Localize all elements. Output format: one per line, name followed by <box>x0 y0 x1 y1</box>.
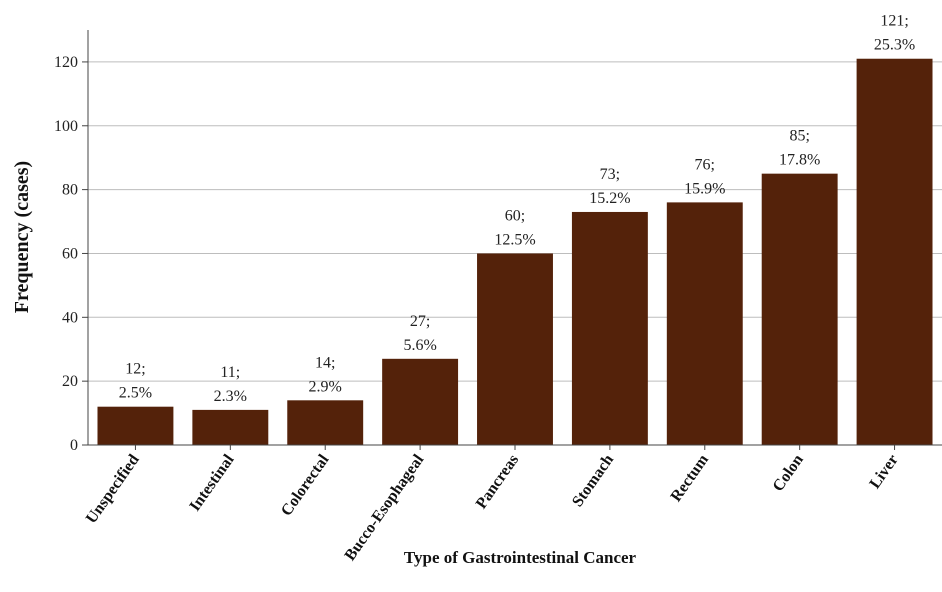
y-axis-title: Frequency (cases) <box>11 161 33 313</box>
bar-colorectal <box>287 400 364 445</box>
bar-pancreas <box>477 253 553 445</box>
y-tick-label: 40 <box>62 309 78 326</box>
bar-stomach <box>571 211 648 445</box>
y-tick-label: 120 <box>54 54 78 71</box>
data-label-percent: 5.6% <box>403 337 436 354</box>
axes <box>87 30 942 450</box>
bar-bucco-esophageal <box>382 358 459 445</box>
data-label-percent: 15.9% <box>684 180 725 197</box>
x-axis-title: Type of Gastrointestinal Cancer <box>404 548 637 567</box>
data-label-count: 73; <box>600 166 620 183</box>
data-label-count: 11; <box>220 364 240 381</box>
bars <box>97 58 933 445</box>
bar-colon <box>761 173 838 445</box>
x-category-label: Intestinal <box>186 451 237 514</box>
x-category-label: Pancreas <box>473 452 522 512</box>
x-category-label: Rectum <box>668 451 713 505</box>
data-label-percent: 2.9% <box>309 378 342 395</box>
data-label-percent: 25.3% <box>874 37 915 54</box>
data-label-count: 12; <box>125 361 145 378</box>
x-category-label: Unspecified <box>83 451 143 526</box>
data-label-count: 76; <box>695 156 715 173</box>
data-label-percent: 15.2% <box>589 190 630 207</box>
data-label-percent: 2.3% <box>214 388 247 405</box>
x-category-label: Colorectal <box>278 451 333 519</box>
data-label-percent: 12.5% <box>494 231 535 248</box>
data-label-count: 27; <box>410 313 430 330</box>
bar-liver <box>856 58 933 445</box>
y-tick-label: 100 <box>54 118 78 135</box>
x-category-label: Liver <box>866 452 901 492</box>
y-tick-label: 80 <box>62 182 78 199</box>
bar-unspecified <box>97 406 174 445</box>
y-tick-labels: 0 20 40 60 80 100 120 <box>54 54 78 454</box>
bar-intestinal <box>192 409 269 445</box>
data-label-percent: 17.8% <box>779 152 820 169</box>
data-label-count: 14; <box>315 354 335 371</box>
bar-rectum <box>666 202 743 445</box>
x-category-label: Stomach <box>569 451 617 510</box>
y-tick-label: 0 <box>70 437 78 454</box>
x-category-label: Colon <box>770 451 807 494</box>
y-tick-label: 20 <box>62 373 78 390</box>
data-label-count: 121; <box>880 13 908 30</box>
y-tick-label: 60 <box>62 245 78 262</box>
data-label-count: 85; <box>789 128 809 145</box>
data-label-percent: 2.5% <box>119 385 152 402</box>
data-label-count: 60; <box>505 207 525 224</box>
data-labels: 12; 2.5% 11; 2.3% 14; 2.9% 27; 5.6% 60; 12.5% 73; 1… <box>119 13 915 405</box>
